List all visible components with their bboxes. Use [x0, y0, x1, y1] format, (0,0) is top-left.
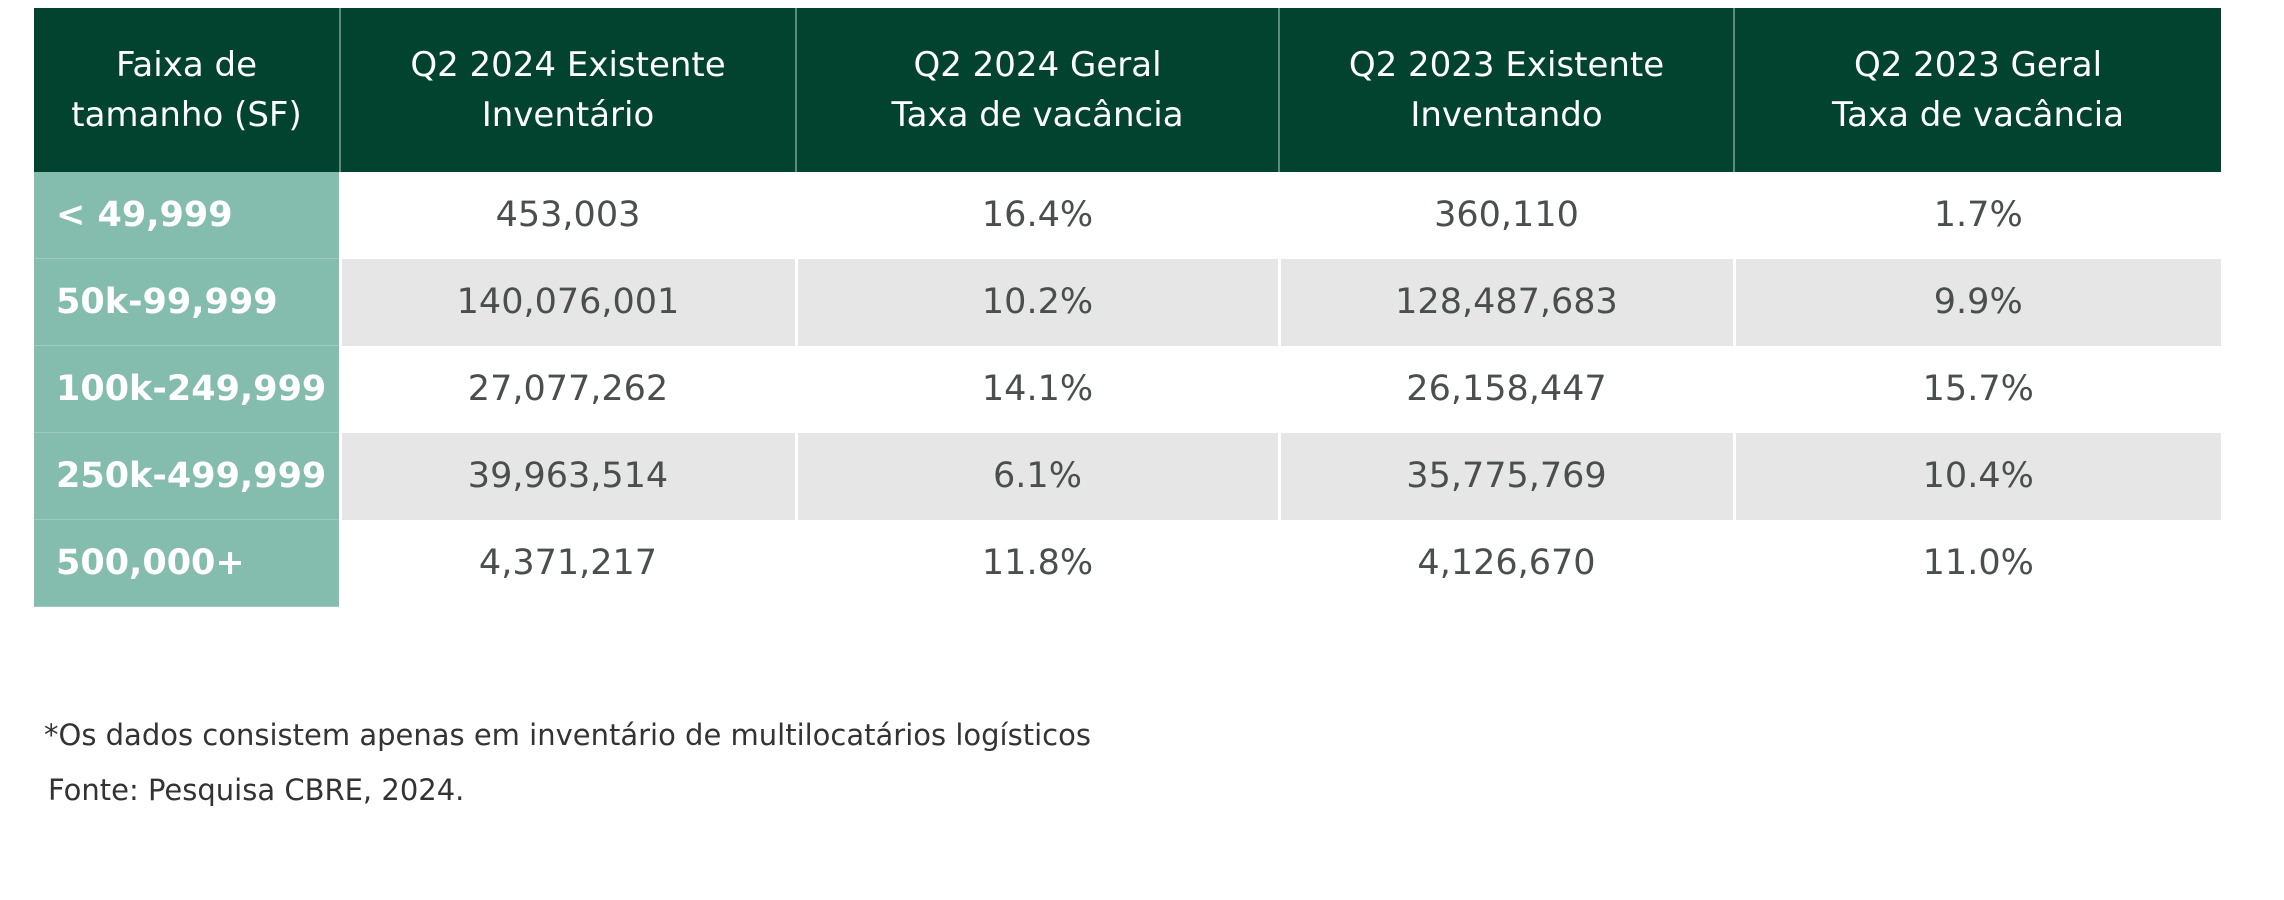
table-cell: 6.1% [794, 432, 1279, 520]
header-cell: Faixa de tamanho (SF) [34, 8, 340, 172]
table-cell: 10.2% [794, 258, 1279, 346]
table-cell: 26,158,447 [1277, 345, 1734, 433]
row-label: 100k-249,999 [34, 345, 340, 433]
table-cell: 11.8% [794, 519, 1279, 607]
table-row: 250k-499,999 39,963,514 6.1% 35,775,769 10.4… [34, 432, 2221, 520]
row-label: 250k-499,999 [34, 432, 340, 520]
table-cell: 140,076,001 [338, 258, 796, 346]
header-row: Faixa de tamanho (SF) Q2 2024 Existente I… [34, 8, 2221, 172]
footnote: *Os dados consistem apenas em inventário… [44, 718, 1091, 752]
header-cell: Q2 2024 Existente Inventário [339, 8, 796, 172]
table-cell: 15.7% [1732, 345, 2221, 433]
table-cell: 4,371,217 [338, 519, 796, 607]
table-cell: 35,775,769 [1277, 432, 1734, 520]
table-cell: 4,126,670 [1277, 519, 1734, 607]
table-row: < 49,999 453,003 16.4% 360,110 1.7% [34, 172, 2221, 259]
row-label: 500,000+ [34, 519, 340, 607]
table-cell: 360,110 [1277, 172, 1734, 259]
data-table: Faixa de tamanho (SF) Q2 2024 Existente I… [34, 8, 2221, 607]
table-row: 500,000+ 4,371,217 11.8% 4,126,670 11.0% [34, 519, 2221, 607]
table-cell: 453,003 [338, 172, 796, 259]
table-row: 50k-99,999 140,076,001 10.2% 128,487,683 9.9… [34, 258, 2221, 346]
table-cell: 9.9% [1732, 258, 2221, 346]
table-body: < 49,999 453,003 16.4% 360,110 1.7% 50k-99,99… [34, 172, 2221, 607]
table-cell: 39,963,514 [338, 432, 796, 520]
header-cell: Q2 2023 Existente Inventando [1278, 8, 1734, 172]
table-cell: 1.7% [1732, 172, 2221, 259]
table-row: 100k-249,999 27,077,262 14.1% 26,158,447 15.… [34, 345, 2221, 433]
table-cell: 128,487,683 [1277, 258, 1734, 346]
table-cell: 27,077,262 [338, 345, 796, 433]
header-cell: Q2 2024 Geral Taxa de vacância [795, 8, 1279, 172]
row-label: < 49,999 [34, 172, 340, 259]
source-note: Fonte: Pesquisa CBRE, 2024. [48, 773, 465, 807]
table-cell: 14.1% [794, 345, 1279, 433]
table-cell: 10.4% [1732, 432, 2221, 520]
header-cell: Q2 2023 Geral Taxa de vacância [1733, 8, 2221, 172]
table-cell: 11.0% [1732, 519, 2221, 607]
row-label: 50k-99,999 [34, 258, 340, 346]
table-cell: 16.4% [794, 172, 1279, 259]
